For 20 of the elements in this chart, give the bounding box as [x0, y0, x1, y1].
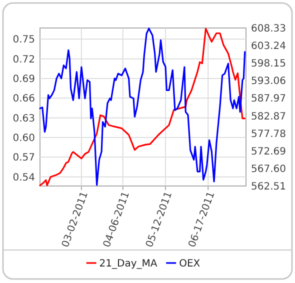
y2-tick-label: 577.78	[251, 128, 286, 140]
y-tick-label: 0.72	[12, 54, 35, 66]
legend-label: 21_Day_MA	[99, 258, 158, 270]
y-tick-label: 0.57	[12, 152, 35, 164]
y-tick-label: 0.63	[12, 113, 35, 124]
y2-tick-label: 567.60	[251, 164, 286, 175]
y-tick-label: 0.75	[12, 34, 35, 46]
y2-tick-label: 572.69	[251, 146, 286, 158]
y2-tick-label: 608.33	[251, 24, 286, 34]
y2-tick-label: 562.51	[251, 182, 286, 192]
y-tick-label: 0.60	[12, 132, 35, 144]
y2-tick-label: 587.97	[251, 94, 286, 105]
y2-tick-label: 593.06	[251, 76, 286, 88]
y2-tick-label: 582.87	[251, 111, 286, 122]
y-tick-label: 0.66	[12, 94, 35, 105]
legend-label: OEX	[179, 258, 200, 270]
y-tick-label: 0.54	[12, 172, 35, 184]
y-tick-label: 0.69	[12, 74, 35, 85]
y2-tick-label: 603.24	[251, 41, 286, 52]
y2-tick-label: 598.15	[251, 58, 286, 70]
